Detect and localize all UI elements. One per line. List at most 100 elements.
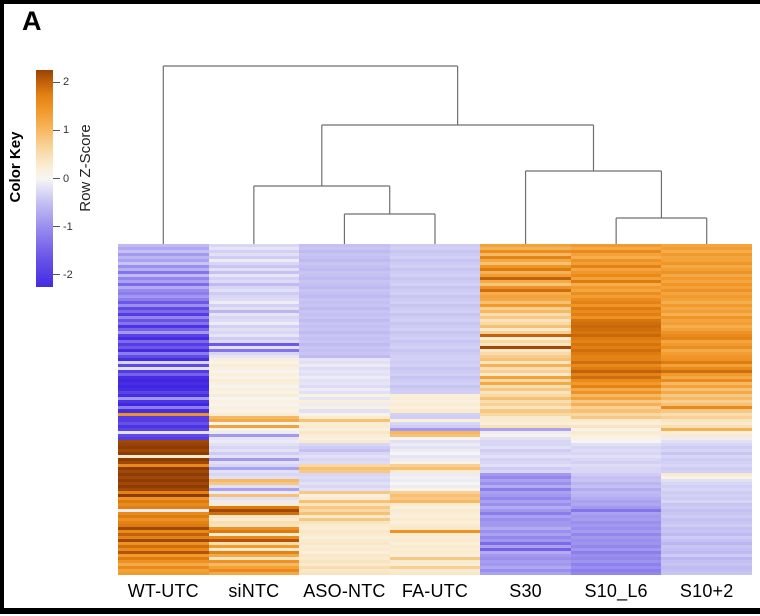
heatmap-cell bbox=[389, 295, 481, 299]
heatmap-cell bbox=[208, 472, 300, 476]
heatmap-cell bbox=[208, 283, 300, 287]
heatmap-cell bbox=[299, 556, 390, 560]
heatmap-cell bbox=[299, 463, 390, 467]
heatmap-cell bbox=[118, 310, 209, 314]
heatmap-cell bbox=[389, 343, 481, 347]
heatmap-cell bbox=[208, 496, 300, 500]
heatmap-cell bbox=[208, 352, 300, 356]
heatmap-cell bbox=[299, 322, 390, 326]
heatmap-cell bbox=[570, 448, 662, 452]
heatmap-cell bbox=[118, 388, 209, 392]
heatmap-cell bbox=[661, 283, 752, 287]
heatmap-cell bbox=[661, 367, 752, 371]
heatmap-cell bbox=[299, 367, 390, 371]
heatmap-cell bbox=[389, 364, 481, 368]
heatmap-cell bbox=[480, 553, 571, 557]
heatmap-cell bbox=[570, 298, 662, 302]
heatmap-cell bbox=[118, 445, 209, 449]
heatmap-cell bbox=[661, 424, 752, 428]
heatmap-cell bbox=[570, 364, 662, 368]
heatmap-cell bbox=[570, 385, 662, 389]
heatmap-cell bbox=[208, 457, 300, 461]
heatmap-cell bbox=[118, 301, 209, 305]
heatmap-cell bbox=[480, 499, 571, 503]
heatmap-cell bbox=[208, 301, 300, 305]
heatmap-cell bbox=[570, 472, 662, 476]
heatmap-cell bbox=[661, 568, 752, 572]
heatmap-cell bbox=[208, 436, 300, 440]
heatmap-cell bbox=[208, 460, 300, 464]
heatmap-cell bbox=[208, 466, 300, 470]
heatmap-cell bbox=[118, 511, 209, 515]
heatmap-cell bbox=[208, 559, 300, 563]
heatmap-cell bbox=[480, 565, 571, 569]
heatmap-cell bbox=[118, 553, 209, 557]
heatmap-cell bbox=[389, 304, 481, 308]
heatmap-cell bbox=[118, 325, 209, 329]
heatmap-cell bbox=[208, 526, 300, 530]
heatmap-cell bbox=[570, 490, 662, 494]
heatmap-cell bbox=[118, 448, 209, 452]
heatmap-cell bbox=[208, 373, 300, 377]
heatmap-cell bbox=[661, 469, 752, 473]
heatmap-cell bbox=[570, 475, 662, 479]
heatmap-cell bbox=[208, 568, 300, 572]
heatmap-cell bbox=[480, 418, 571, 422]
heatmap-cell bbox=[118, 391, 209, 395]
heatmap-cell bbox=[299, 361, 390, 365]
heatmap-cell bbox=[661, 571, 752, 575]
heatmap-cell bbox=[299, 364, 390, 368]
heatmap-cell bbox=[480, 535, 571, 539]
heatmap-cell bbox=[389, 382, 481, 386]
heatmap-cell bbox=[661, 415, 752, 419]
heatmap-cell bbox=[389, 397, 481, 401]
heatmap-cell bbox=[661, 271, 752, 275]
heatmap-cell bbox=[480, 505, 571, 509]
heatmap-cell bbox=[389, 433, 481, 437]
heatmap-cell bbox=[661, 535, 752, 539]
heatmap-cell bbox=[118, 370, 209, 374]
heatmap-cell bbox=[480, 415, 571, 419]
heatmap-cell bbox=[389, 355, 481, 359]
heatmap-cell bbox=[661, 427, 752, 431]
heatmap-cell bbox=[661, 400, 752, 404]
heatmap-cell bbox=[480, 442, 571, 446]
heatmap-cell bbox=[480, 265, 571, 269]
heatmap-cell bbox=[480, 352, 571, 356]
heatmap-cell bbox=[208, 388, 300, 392]
heatmap-cell bbox=[389, 475, 481, 479]
heatmap-cell bbox=[208, 487, 300, 491]
heatmap-cell bbox=[480, 331, 571, 335]
heatmap-cell bbox=[208, 484, 300, 488]
heatmap-cell bbox=[389, 505, 481, 509]
heatmap-cell bbox=[118, 316, 209, 320]
heatmap-cell bbox=[570, 262, 662, 266]
heatmap-cell bbox=[208, 289, 300, 293]
heatmap-cell bbox=[118, 544, 209, 548]
heatmap-cell bbox=[208, 313, 300, 317]
heatmap-cell bbox=[570, 244, 662, 247]
heatmap-cell bbox=[389, 331, 481, 335]
heatmap-cell bbox=[480, 478, 571, 482]
heatmap-cell bbox=[661, 313, 752, 317]
heatmap-cell bbox=[299, 520, 390, 524]
heatmap-cell bbox=[389, 550, 481, 554]
heatmap-cell bbox=[389, 538, 481, 542]
heatmap-cell bbox=[118, 394, 209, 398]
heatmap-cell bbox=[480, 445, 571, 449]
heatmap-cell bbox=[480, 310, 571, 314]
heatmap-cell bbox=[389, 571, 481, 575]
heatmap-cell bbox=[299, 286, 390, 290]
heatmap-cell bbox=[118, 421, 209, 425]
heatmap-cell bbox=[480, 364, 571, 368]
heatmap-cell bbox=[389, 439, 481, 443]
heatmap-cell bbox=[661, 295, 752, 299]
heatmap-cell bbox=[661, 514, 752, 518]
heatmap-cell bbox=[208, 541, 300, 545]
heatmap-cell bbox=[389, 478, 481, 482]
heatmap-cell bbox=[480, 427, 571, 431]
heatmap-cell bbox=[208, 268, 300, 272]
heatmap-cell bbox=[118, 328, 209, 332]
heatmap-cell bbox=[661, 505, 752, 509]
heatmap-cell bbox=[480, 250, 571, 254]
